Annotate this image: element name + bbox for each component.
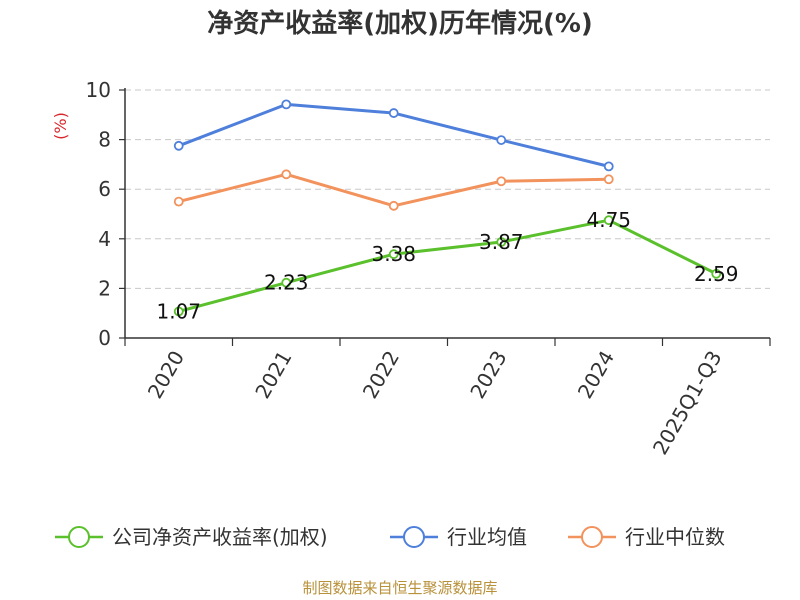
data-labels: 1.07 2.23 3.38 3.87 4.75 2.59 xyxy=(156,208,738,323)
data-point[interactable] xyxy=(281,99,292,110)
chart-title: 净资产收益率(加权)历年情况(%) xyxy=(207,8,593,39)
data-point[interactable] xyxy=(173,196,184,207)
data-label: 1.07 xyxy=(156,299,201,323)
legend-marker xyxy=(403,526,425,548)
legend-label: 行业均值 xyxy=(447,525,527,549)
data-label: 2.59 xyxy=(694,262,739,286)
y-tick-label: 4 xyxy=(98,227,111,251)
source-note: 制图数据来自恒生聚源数据库 xyxy=(302,579,497,597)
legend-item-2[interactable]: 行业中位数 xyxy=(568,525,725,549)
legend-marker xyxy=(68,526,90,548)
data-label: 3.87 xyxy=(479,230,524,254)
data-point[interactable] xyxy=(173,140,184,151)
data-point[interactable] xyxy=(496,237,507,247)
data-point[interactable] xyxy=(711,268,722,279)
data-point[interactable] xyxy=(281,169,292,180)
series-line-0 xyxy=(178,218,717,313)
data-point[interactable] xyxy=(496,135,507,145)
data-point[interactable] xyxy=(388,200,399,211)
x-tick-label: 2021 xyxy=(250,347,296,403)
y-tick-label: 0 xyxy=(98,326,111,350)
x-tick-label: 2024 xyxy=(573,347,619,403)
y-tick-label: 10 xyxy=(86,78,111,102)
data-point[interactable] xyxy=(388,249,399,260)
y-tick-label: 2 xyxy=(98,276,111,300)
x-tick-label: 2025Q1-Q3 xyxy=(648,347,727,459)
data-point[interactable] xyxy=(603,215,614,226)
data-label: 3.38 xyxy=(371,242,416,266)
axes: 0 2 4 6 8 10 2020 2021 2022 2023 2024 2025Q1-Q3 xyxy=(86,78,771,459)
x-tick-label: 2023 xyxy=(465,347,511,403)
legend-marker xyxy=(581,526,603,548)
y-axis-unit: (%) xyxy=(51,112,70,140)
gridlines xyxy=(125,89,770,289)
data-point[interactable] xyxy=(496,176,507,187)
y-tick-label: 8 xyxy=(98,128,111,152)
data-label: 2.23 xyxy=(264,271,309,295)
legend-label: 行业中位数 xyxy=(625,525,725,549)
data-point[interactable] xyxy=(388,108,399,118)
x-tick-label: 2022 xyxy=(358,347,404,403)
legend[interactable]: 公司净资产收益率(加权) 行业均值 行业中位数 xyxy=(55,525,725,549)
series-group xyxy=(173,99,722,317)
data-point[interactable] xyxy=(603,161,614,172)
legend-item-1[interactable]: 行业均值 xyxy=(390,525,527,549)
y-tick-label: 6 xyxy=(98,177,111,201)
legend-label: 公司净资产收益率(加权) xyxy=(112,525,328,549)
data-label: 4.75 xyxy=(586,208,631,232)
data-point[interactable] xyxy=(281,277,292,288)
x-tick-label: 2020 xyxy=(143,347,189,403)
data-point[interactable] xyxy=(173,306,184,317)
legend-item-0[interactable]: 公司净资产收益率(加权) xyxy=(55,525,328,549)
data-point[interactable] xyxy=(603,174,614,185)
